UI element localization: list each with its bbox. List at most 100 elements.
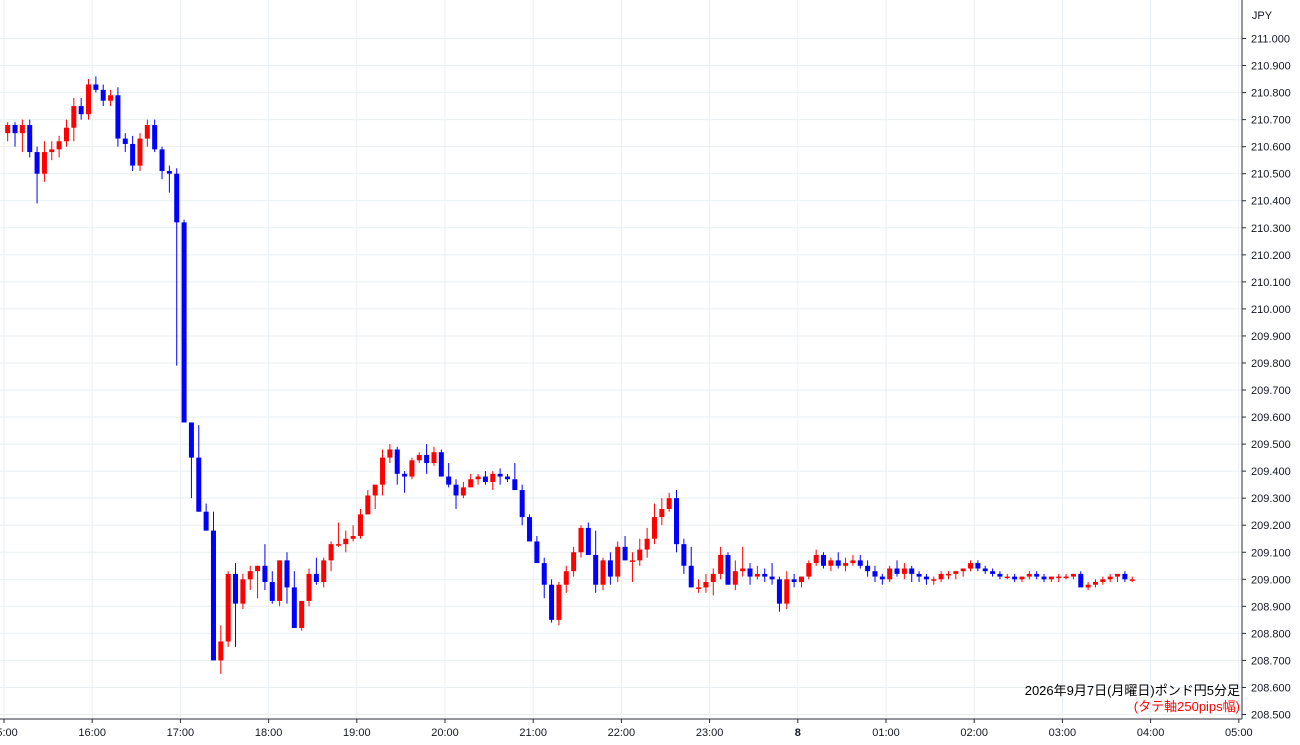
candle-body bbox=[49, 149, 55, 153]
candle-body bbox=[865, 565, 871, 572]
y-tick-label: 209.100 bbox=[1251, 547, 1291, 559]
candle-body bbox=[644, 538, 650, 550]
candle bbox=[240, 573, 246, 610]
candle bbox=[681, 538, 687, 574]
candle bbox=[247, 565, 253, 591]
candle bbox=[585, 522, 591, 555]
candle bbox=[108, 89, 114, 107]
candle-body bbox=[887, 568, 893, 580]
candle-body bbox=[313, 573, 319, 583]
candle-body bbox=[402, 473, 408, 477]
candle-body bbox=[1026, 573, 1032, 577]
candle-body bbox=[247, 571, 253, 580]
candle-body bbox=[600, 560, 606, 585]
candle-body bbox=[666, 498, 672, 509]
candle bbox=[181, 219, 187, 423]
candle-body bbox=[629, 560, 635, 562]
candle-body bbox=[438, 452, 444, 477]
candle-body bbox=[975, 563, 981, 569]
candle-body bbox=[776, 579, 782, 604]
candle-body bbox=[894, 568, 900, 574]
x-tick-label: 20:00 bbox=[431, 727, 459, 739]
candle bbox=[938, 571, 944, 583]
candle bbox=[225, 571, 231, 647]
candle-body bbox=[446, 476, 452, 485]
candle bbox=[1019, 576, 1025, 583]
candle-body bbox=[909, 568, 915, 574]
candle bbox=[835, 552, 841, 569]
y-tick-label: 209.200 bbox=[1251, 520, 1291, 532]
candle bbox=[431, 446, 437, 466]
candle bbox=[1070, 573, 1076, 580]
candle bbox=[41, 141, 47, 182]
candle-body bbox=[1107, 576, 1113, 580]
currency-label: JPY bbox=[1246, 6, 1278, 26]
y-tick-label: 210.700 bbox=[1251, 115, 1291, 127]
candle bbox=[71, 97, 77, 142]
candle-body bbox=[740, 568, 746, 572]
x-tick-label: 03:00 bbox=[1049, 727, 1077, 739]
candle bbox=[196, 425, 202, 512]
candle-body bbox=[299, 600, 305, 628]
candle bbox=[482, 471, 488, 485]
candle bbox=[277, 560, 283, 607]
candle bbox=[629, 552, 635, 583]
candle bbox=[27, 119, 33, 158]
candle-body bbox=[380, 457, 386, 485]
candle bbox=[490, 471, 496, 491]
candle-body bbox=[475, 476, 481, 480]
candle-body bbox=[674, 498, 680, 545]
candle-body bbox=[534, 541, 540, 564]
candle bbox=[56, 135, 62, 158]
y-tick-label: 210.900 bbox=[1251, 61, 1291, 73]
candle-body bbox=[350, 536, 356, 539]
candle bbox=[313, 557, 319, 585]
y-tick-label: 210.400 bbox=[1251, 196, 1291, 208]
candle-body bbox=[262, 565, 268, 583]
candle-body bbox=[1004, 576, 1010, 579]
candle bbox=[688, 546, 694, 588]
candle bbox=[534, 536, 540, 564]
x-tick-label: 18:00 bbox=[255, 727, 283, 739]
candle-body bbox=[615, 546, 621, 577]
candle bbox=[49, 141, 55, 161]
candle bbox=[115, 87, 121, 147]
candle bbox=[159, 146, 165, 180]
y-axis-ticks: 211.000 210.900 210.800 210.700 210.600 210.5… bbox=[1242, 34, 1291, 722]
y-tick-label: 209.000 bbox=[1251, 574, 1291, 586]
x-tick-label: 23:00 bbox=[696, 727, 724, 739]
candle-body bbox=[806, 563, 812, 577]
chart-caption: 2026年9月7日(月曜日)ポンド円5分足 (タテ軸250pips幅) bbox=[1025, 683, 1240, 715]
y-tick-label: 210.800 bbox=[1251, 88, 1291, 100]
candle bbox=[402, 471, 408, 493]
candle bbox=[394, 446, 400, 485]
candle-body bbox=[34, 152, 40, 174]
candle bbox=[284, 552, 290, 604]
candle bbox=[453, 479, 459, 509]
candle bbox=[438, 449, 444, 477]
x-tick-label: 04:00 bbox=[1137, 727, 1165, 739]
candle bbox=[571, 546, 577, 577]
candle-body bbox=[41, 152, 47, 174]
x-tick-label: 22:00 bbox=[608, 727, 636, 739]
candle-body bbox=[696, 587, 702, 589]
y-tick-label: 210.600 bbox=[1251, 142, 1291, 154]
candle-body bbox=[798, 576, 804, 583]
candle bbox=[909, 565, 915, 583]
y-tick-label: 209.500 bbox=[1251, 439, 1291, 451]
candle-body bbox=[1048, 576, 1054, 580]
candle-body bbox=[108, 95, 114, 101]
candle bbox=[747, 563, 753, 585]
candle bbox=[857, 554, 863, 569]
candle-body bbox=[218, 641, 224, 661]
candle bbox=[1100, 576, 1106, 585]
candle bbox=[446, 463, 452, 488]
y-tick-label: 210.100 bbox=[1251, 277, 1291, 289]
y-tick-label: 208.800 bbox=[1251, 628, 1291, 640]
candle-body bbox=[710, 573, 716, 583]
candle bbox=[269, 571, 275, 604]
candle-body bbox=[144, 125, 150, 139]
candle-body bbox=[578, 527, 584, 553]
candle-body bbox=[203, 511, 209, 531]
candle-body bbox=[747, 568, 753, 577]
